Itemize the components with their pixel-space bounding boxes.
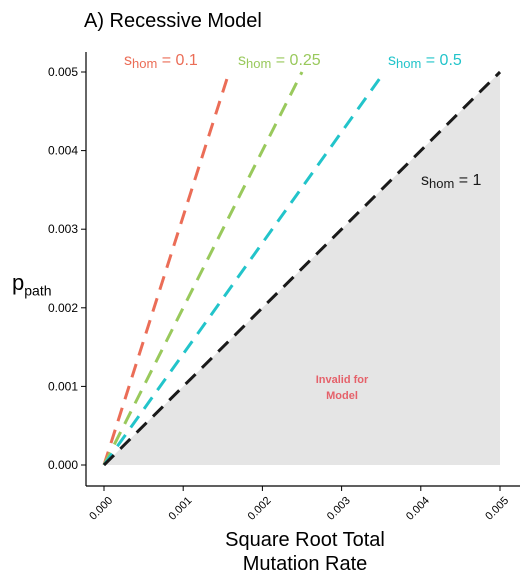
y-axis-title-main: p: [12, 270, 25, 295]
x-tick-label: 0.005: [483, 495, 511, 523]
series-label-main: s: [124, 52, 132, 69]
series-lines: [102, 70, 502, 467]
y-tick-label: 0.004: [48, 144, 78, 158]
x-tick-label: 0.002: [246, 495, 274, 523]
y-tick-label: 0.005: [48, 65, 78, 79]
invalid-region-label: Invalid for Model: [300, 372, 384, 404]
series-label-sub: hom: [246, 56, 272, 71]
y-axis-title-sub: path: [24, 282, 52, 299]
x-axis-title: Square Root Total Mutation Rate: [200, 528, 410, 576]
y-tick-label: 0.002: [48, 301, 78, 315]
x-tick-label: 0.001: [166, 495, 194, 523]
y-axis-title: ppath: [12, 270, 52, 298]
series-label-main: s: [388, 52, 396, 69]
invalid-region-label-line1: Invalid for: [315, 374, 369, 386]
y-tick-label: 0.003: [48, 222, 78, 236]
series-label-main: s: [421, 172, 429, 189]
series-label-sub: hom: [396, 56, 422, 71]
series-label-s-0.25: shom = 0.25: [238, 52, 321, 71]
x-axis-title-line1: Square Root Total: [225, 529, 385, 551]
series-label-s-0.5: shom = 0.5: [388, 52, 462, 71]
y-tick-label: 0.001: [48, 379, 78, 393]
series-label-s-1: shom = 1: [421, 172, 481, 191]
series-label-main: s: [238, 52, 246, 69]
x-tick-label: 0.003: [325, 495, 353, 523]
series-label-sub: hom: [429, 176, 455, 191]
x-tick-label: 0.004: [404, 495, 432, 523]
y-tick-label: 0.000: [48, 458, 78, 472]
series-label-value: = 0.25: [275, 52, 321, 69]
series-label-sub: hom: [132, 56, 158, 71]
series-label-s-0.1: shom = 0.1: [124, 52, 198, 71]
x-axis-title-line2: Mutation Rate: [242, 553, 368, 575]
x-tick-label: 0.000: [87, 495, 115, 523]
series-line: [102, 71, 304, 466]
series-line: [102, 70, 502, 467]
x-axis-ticks: 0.000 0.001 0.002 0.003 0.004 0.005: [87, 486, 511, 523]
series-label-value: = 0.1: [161, 52, 198, 69]
series-label-value: = 0.5: [425, 52, 462, 69]
invalid-region-label-line2: Model: [326, 390, 358, 402]
series-label-value: = 1: [458, 172, 482, 189]
chart-title: A) Recessive Model: [84, 10, 262, 32]
y-axis-ticks: 0.000 0.001 0.002 0.003 0.004 0.005: [48, 65, 86, 472]
series-line: [102, 71, 386, 466]
